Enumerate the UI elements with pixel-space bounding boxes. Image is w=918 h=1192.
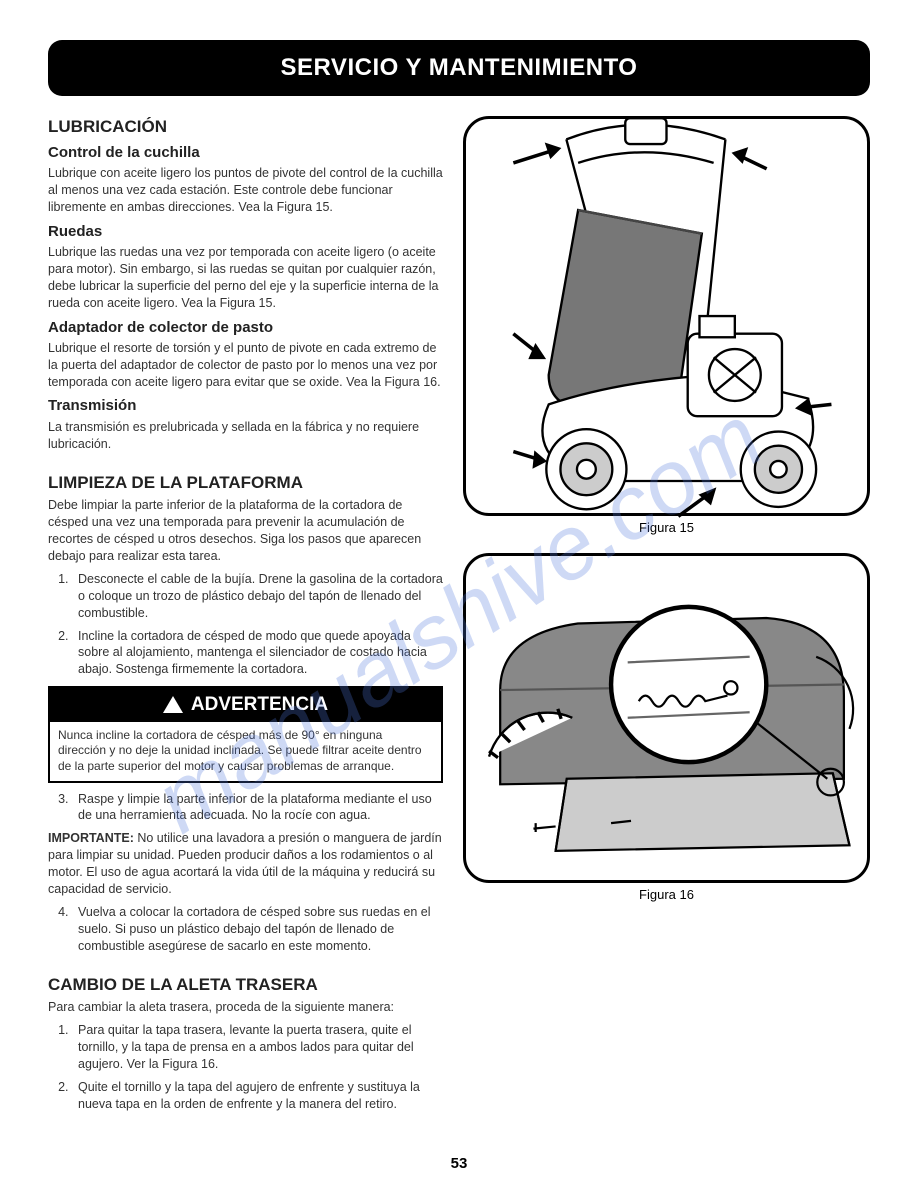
cambio-step1: Para quitar la tapa trasera, levante la …: [72, 1022, 443, 1073]
lubricacion-title: LUBRICACIÓN: [48, 116, 443, 139]
cambio-steps: Para quitar la tapa trasera, levante la …: [48, 1022, 443, 1112]
cambio-intro: Para cambiar la aleta trasera, proceda d…: [48, 999, 443, 1016]
cuchilla-text: Lubrique con aceite ligero los puntos de…: [48, 165, 443, 216]
warning-box: ADVERTENCIA Nunca incline la cortadora d…: [48, 686, 443, 782]
cambio-step2: Quite el tornillo y la tapa del agujero …: [72, 1079, 443, 1113]
limpieza-steps-a: Desconecte el cable de la bujía. Drene l…: [48, 571, 443, 678]
left-column: LUBRICACIÓN Control de la cuchilla Lubri…: [48, 116, 443, 1119]
mower-illustration: [478, 104, 855, 528]
right-column: Figura 15: [463, 116, 870, 1119]
figure-16-caption: Figura 16: [463, 887, 870, 902]
ruedas-title: Ruedas: [48, 222, 443, 242]
page-number: 53: [48, 1155, 870, 1172]
adaptador-title: Adaptador de colector de pasto: [48, 318, 443, 338]
limpieza-title: LIMPIEZA DE LA PLATAFORMA: [48, 472, 443, 495]
limpieza-intro: Debe limpiar la parte inferior de la pla…: [48, 497, 443, 565]
warning-header: ADVERTENCIA: [50, 688, 441, 722]
ruedas-text: Lubrique las ruedas una vez por temporad…: [48, 244, 443, 312]
transmision-title: Transmisión: [48, 396, 443, 416]
warning-icon: [163, 696, 183, 713]
warning-label: ADVERTENCIA: [191, 692, 328, 718]
limpieza-step2: Incline la cortadora de césped de modo q…: [72, 628, 443, 679]
limpieza-step1: Desconecte el cable de la bujía. Drene l…: [72, 571, 443, 622]
transmision-text: La transmisión es prelubricada y sellada…: [48, 419, 443, 453]
figure-15-frame: [463, 116, 870, 516]
limpieza-steps-b: Raspe y limpie la parte inferior de la p…: [48, 791, 443, 825]
importante-p: IMPORTANTE: No utilice una lavadora a pr…: [48, 830, 443, 898]
cambio-title: CAMBIO DE LA ALETA TRASERA: [48, 974, 443, 997]
limpieza-step4: Vuelva a colocar la cortadora de césped …: [72, 904, 443, 955]
figure-16-frame: [463, 553, 870, 883]
warning-body: Nunca incline la cortadora de césped más…: [50, 722, 441, 781]
importante-label: IMPORTANTE:: [48, 831, 134, 845]
limpieza-step3: Raspe y limpie la parte inferior de la p…: [72, 791, 443, 825]
adaptador-text: Lubrique el resorte de torsión y el punt…: [48, 340, 443, 391]
main-content: LUBRICACIÓN Control de la cuchilla Lubri…: [48, 116, 870, 1119]
flap-illustration: [478, 557, 855, 879]
cuchilla-title: Control de la cuchilla: [48, 143, 443, 163]
header-bar: SERVICIO Y MANTENIMIENTO: [48, 40, 870, 96]
limpieza-steps-c: Vuelva a colocar la cortadora de césped …: [48, 904, 443, 955]
